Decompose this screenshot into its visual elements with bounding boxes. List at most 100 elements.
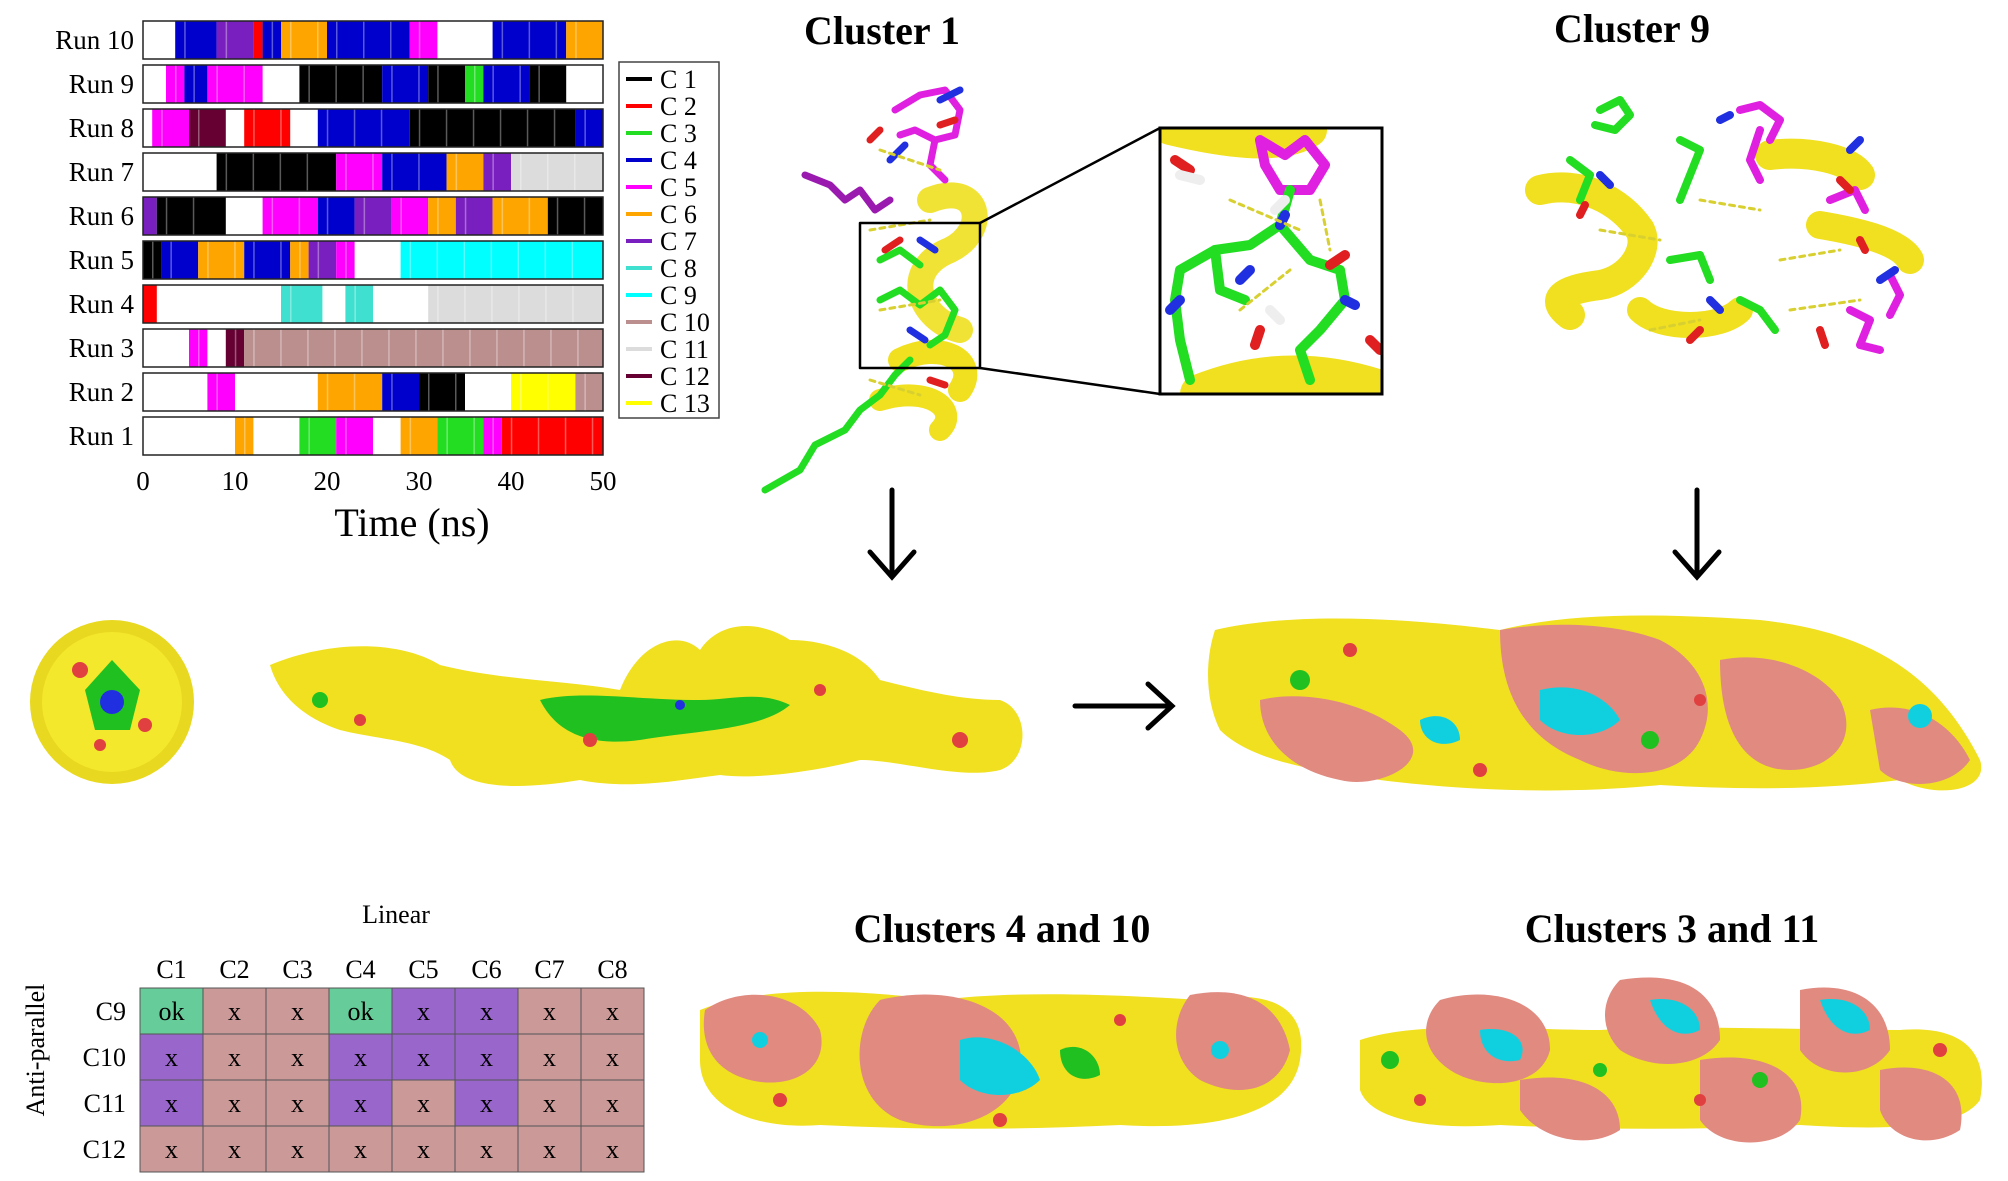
timeline-segment-stripe bbox=[298, 197, 301, 235]
table-cell-value: x bbox=[228, 1043, 241, 1072]
timeline-segment-stripe bbox=[391, 373, 393, 411]
legend-label: C 4 bbox=[660, 146, 697, 175]
timeline-segment-stripe bbox=[280, 109, 282, 147]
timeline-segment bbox=[511, 373, 576, 411]
timeline-segment-stripe bbox=[207, 241, 209, 279]
table-cell-value: x bbox=[291, 1089, 304, 1118]
timeline-segment bbox=[262, 197, 318, 235]
timeline-segment-stripe bbox=[442, 329, 444, 367]
timeline-segment-stripe bbox=[520, 373, 522, 411]
table-cell-value: ok bbox=[348, 997, 374, 1026]
timeline-segment-stripe bbox=[225, 153, 228, 191]
table-cell bbox=[517, 1125, 582, 1173]
timeline-segment-stripe bbox=[252, 153, 255, 191]
timeline-segment-stripe bbox=[499, 109, 502, 147]
table-cell-value: x bbox=[165, 1043, 178, 1072]
timeline-segment bbox=[299, 65, 383, 103]
timeline-segment bbox=[143, 241, 162, 279]
timeline-segment-stripe bbox=[510, 417, 513, 455]
table-column-header: C8 bbox=[597, 955, 627, 984]
timeline-segment-stripe bbox=[280, 329, 282, 367]
timeline-segment bbox=[198, 241, 245, 279]
run-bar-border bbox=[142, 108, 604, 148]
timeline-segment-stripe bbox=[472, 109, 475, 147]
timeline-segment-stripe bbox=[307, 329, 309, 367]
timeline-segment bbox=[327, 21, 410, 59]
timeline-segment bbox=[428, 285, 603, 323]
timeline-segment-stripe bbox=[437, 65, 439, 103]
legend: C 1C 2C 3C 4C 5C 6C 7C 8C 9C 10C 11C 12C… bbox=[626, 65, 710, 418]
table-cell-value: x bbox=[606, 997, 619, 1026]
timeline-segment-stripe bbox=[198, 329, 200, 367]
table-cell bbox=[139, 987, 204, 1035]
table-cell-value: x bbox=[354, 1043, 367, 1072]
timeline-segment-stripe bbox=[469, 329, 471, 367]
timeline-segment-stripe bbox=[572, 285, 574, 323]
table-column-header: C3 bbox=[282, 955, 312, 984]
x-axis-ticks: 0 10 20 30 40 50 bbox=[136, 466, 616, 496]
timeline-segment-stripe bbox=[253, 109, 255, 147]
table-cell bbox=[580, 987, 645, 1035]
clusters-4-and-10-surface bbox=[700, 991, 1302, 1129]
right-arrow-icon bbox=[1072, 681, 1176, 731]
timeline-segment bbox=[336, 241, 355, 279]
timeline-segment bbox=[354, 197, 392, 235]
timeline-segment-stripe bbox=[391, 65, 393, 103]
timeline-segment-stripe bbox=[234, 329, 237, 367]
timeline-segment bbox=[225, 329, 245, 367]
timeline-segment-stripe bbox=[528, 21, 531, 59]
timeline-segment-stripe bbox=[170, 241, 172, 279]
timeline-segment-stripe bbox=[326, 373, 329, 411]
timeline-segment-stripe bbox=[354, 285, 356, 323]
timeline-segment-stripe bbox=[436, 241, 439, 279]
timeline-segment bbox=[501, 417, 603, 455]
timeline-segment-stripe bbox=[445, 109, 448, 147]
timeline-segment-stripe bbox=[584, 109, 586, 147]
cluster-1-zoom-inset bbox=[1158, 126, 1384, 396]
timeline-segment-stripe bbox=[501, 197, 504, 235]
timeline-segment-stripe bbox=[473, 417, 475, 455]
timeline-segment bbox=[483, 65, 530, 103]
timeline-segment bbox=[566, 21, 603, 59]
timeline-segment-stripe bbox=[225, 21, 228, 59]
timeline-segment-stripe bbox=[353, 373, 356, 411]
table-column-header: C2 bbox=[219, 955, 249, 984]
run-bar-border bbox=[142, 284, 604, 324]
timeline-segment bbox=[184, 65, 208, 103]
timeline-segment-stripe bbox=[306, 153, 309, 191]
table-cell bbox=[454, 1033, 519, 1081]
timeline-segment bbox=[216, 21, 254, 59]
timeline-segment bbox=[152, 109, 189, 147]
run-label: Run 6 bbox=[69, 201, 134, 231]
table-cell bbox=[265, 1079, 330, 1127]
timeline-segment-stripe bbox=[279, 153, 282, 191]
legend-label: C 10 bbox=[660, 308, 710, 337]
table-cell-value: x bbox=[291, 997, 304, 1026]
timeline-segment bbox=[446, 153, 484, 191]
timeline-segment-stripe bbox=[363, 21, 365, 59]
timeline-segment-stripe bbox=[577, 329, 579, 367]
timeline-segment bbox=[419, 373, 465, 411]
timeline-segment-stripe bbox=[464, 285, 466, 323]
timeline-segment bbox=[143, 197, 157, 235]
table-column-title: Linear bbox=[362, 900, 430, 929]
table-cell-value: x bbox=[291, 1135, 304, 1164]
timeline-segment bbox=[244, 241, 291, 279]
timeline-segment bbox=[336, 153, 383, 191]
cluster-9-molecule bbox=[1525, 96, 1924, 354]
timeline-segment-stripe bbox=[418, 65, 420, 103]
timeline-segment bbox=[409, 109, 576, 147]
timeline-segment bbox=[465, 65, 484, 103]
timeline-segment bbox=[455, 197, 493, 235]
title-cluster-1: Cluster 1 bbox=[804, 8, 960, 53]
timeline-segment-stripe bbox=[520, 153, 522, 191]
timeline-segment bbox=[156, 197, 226, 235]
timeline-segment bbox=[492, 197, 548, 235]
timeline-segment-stripe bbox=[526, 109, 529, 147]
timeline-segment-stripe bbox=[492, 153, 494, 191]
legend-label: C 8 bbox=[660, 254, 697, 283]
down-arrow-icon bbox=[1672, 487, 1722, 581]
timeline-segment-stripe bbox=[437, 285, 439, 323]
timeline-segment-stripe bbox=[334, 329, 336, 367]
